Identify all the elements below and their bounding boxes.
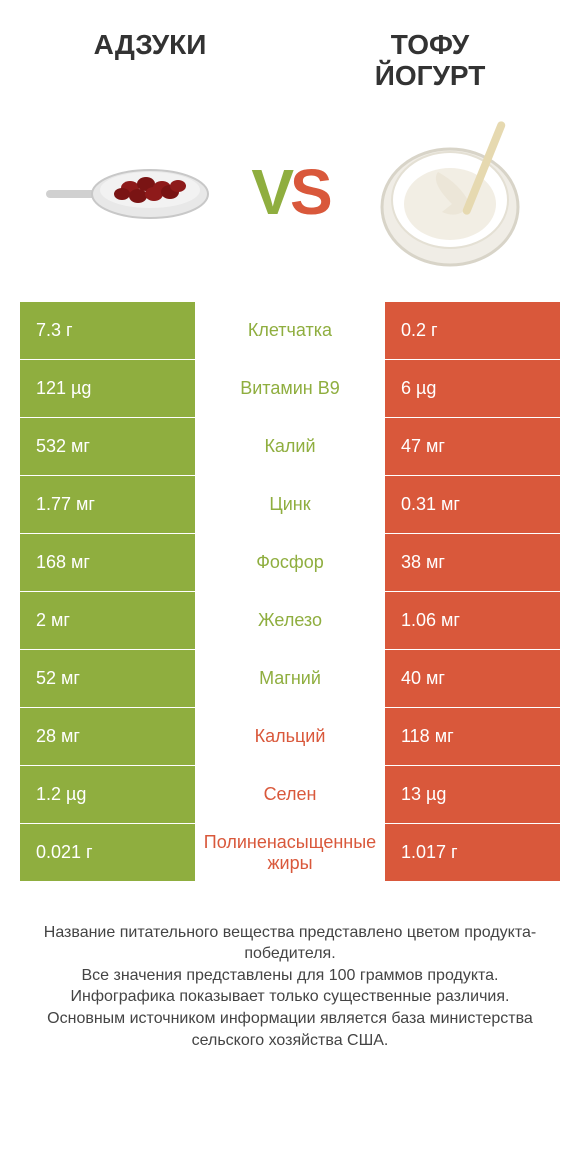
value-left: 168 мг (20, 534, 195, 592)
nutrient-label: Цинк (195, 476, 385, 534)
table-row: 1.2 µgСелен13 µg (20, 766, 560, 824)
value-left: 121 µg (20, 360, 195, 418)
table-row: 532 мгКалий47 мг (20, 418, 560, 476)
footnote-line: Все значения представлены для 100 граммо… (30, 965, 550, 987)
vs-v: V (251, 155, 290, 229)
value-right: 0.31 мг (385, 476, 560, 534)
vs-label: VS (251, 155, 328, 229)
value-right: 40 мг (385, 650, 560, 708)
value-left: 2 мг (20, 592, 195, 650)
footnote-line: Основным источником информации является … (30, 1008, 550, 1051)
adzuki-icon (40, 112, 220, 272)
comparison-table: 7.3 гКлетчатка0.2 г121 µgВитамин B96 µg5… (0, 302, 580, 882)
value-left: 7.3 г (20, 302, 195, 360)
value-right: 13 µg (385, 766, 560, 824)
value-right: 47 мг (385, 418, 560, 476)
value-right: 0.2 г (385, 302, 560, 360)
table-row: 168 мгФосфор38 мг (20, 534, 560, 592)
value-left: 1.77 мг (20, 476, 195, 534)
table-row: 28 мгКальций118 мг (20, 708, 560, 766)
table-row: 7.3 гКлетчатка0.2 г (20, 302, 560, 360)
footnote-line: Название питательного вещества представл… (30, 922, 550, 965)
table-row: 52 мгМагний40 мг (20, 650, 560, 708)
value-right: 6 µg (385, 360, 560, 418)
vs-s: S (290, 155, 329, 229)
title-right: ТОФУЙОГУРТ (330, 30, 530, 92)
nutrient-label: Селен (195, 766, 385, 824)
footnote-line: Инфографика показывает только существенн… (30, 986, 550, 1008)
title-row: АДЗУКИ ТОФУЙОГУРТ (0, 0, 580, 102)
nutrient-label: Магний (195, 650, 385, 708)
value-right: 38 мг (385, 534, 560, 592)
value-left: 0.021 г (20, 824, 195, 882)
nutrient-label: Калий (195, 418, 385, 476)
title-left: АДЗУКИ (50, 30, 250, 92)
nutrient-label: Фосфор (195, 534, 385, 592)
value-left: 532 мг (20, 418, 195, 476)
table-row: 2 мгЖелезо1.06 мг (20, 592, 560, 650)
nutrient-label: Полиненасыщенные жиры (195, 824, 385, 882)
value-right: 1.017 г (385, 824, 560, 882)
yogurt-icon (360, 112, 540, 272)
nutrient-label: Железо (195, 592, 385, 650)
hero-row: VS (0, 102, 580, 302)
table-row: 121 µgВитамин B96 µg (20, 360, 560, 418)
nutrient-label: Клетчатка (195, 302, 385, 360)
nutrient-label: Витамин B9 (195, 360, 385, 418)
value-right: 1.06 мг (385, 592, 560, 650)
nutrient-label: Кальций (195, 708, 385, 766)
value-right: 118 мг (385, 708, 560, 766)
table-row: 0.021 гПолиненасыщенные жиры1.017 г (20, 824, 560, 882)
table-row: 1.77 мгЦинк0.31 мг (20, 476, 560, 534)
value-left: 52 мг (20, 650, 195, 708)
value-left: 28 мг (20, 708, 195, 766)
footnote: Название питательного вещества представл… (0, 882, 580, 1052)
value-left: 1.2 µg (20, 766, 195, 824)
